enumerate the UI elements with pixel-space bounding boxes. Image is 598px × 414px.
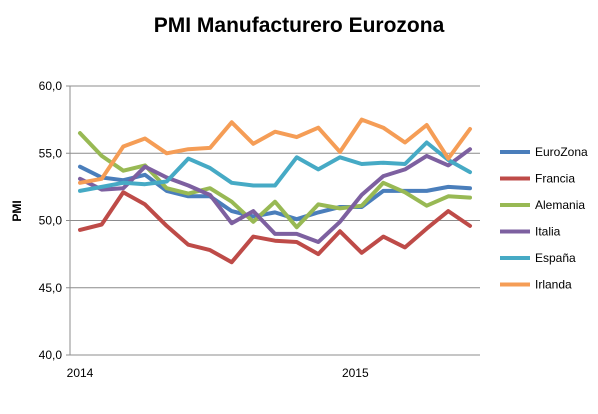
gridlines	[70, 85, 480, 289]
series-line-italia	[78, 147, 472, 244]
legend-label: Francia	[535, 172, 575, 186]
legend: EuroZona Francia Alemania Italia España Irlan…	[500, 145, 588, 292]
legend-label: Alemania	[535, 198, 585, 212]
legend-label: Irlanda	[535, 278, 572, 292]
y-tick-label: 50,0	[39, 214, 63, 228]
series-line-irlanda	[78, 117, 472, 185]
x-tick-label: 2014	[67, 366, 94, 380]
y-tick-label: 55,0	[39, 146, 63, 160]
y-tick-label: 60,0	[39, 79, 63, 93]
y-tick-labels: 40,0 45,0 50,0 55,0 60,0	[39, 79, 63, 362]
legend-label: Italia	[535, 225, 561, 239]
series-line-francia	[78, 190, 472, 265]
chart-title: PMI Manufacturero Eurozona	[154, 14, 445, 37]
x-tick-labels: 2014 2015	[67, 366, 369, 380]
y-tick-label: 40,0	[39, 348, 63, 362]
legend-label: EuroZona	[535, 145, 588, 159]
series-lines	[78, 117, 472, 265]
axes	[66, 85, 480, 356]
y-axis-title: PMI	[10, 200, 24, 221]
series-line-españa	[78, 140, 472, 193]
x-tick-label: 2015	[342, 366, 369, 380]
legend-label: España	[535, 251, 576, 265]
y-tick-label: 45,0	[39, 281, 63, 295]
